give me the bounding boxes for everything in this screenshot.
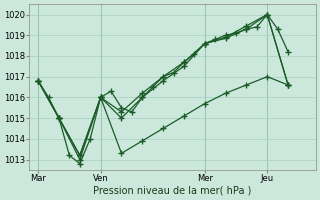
X-axis label: Pression niveau de la mer( hPa ): Pression niveau de la mer( hPa ) (93, 186, 252, 196)
